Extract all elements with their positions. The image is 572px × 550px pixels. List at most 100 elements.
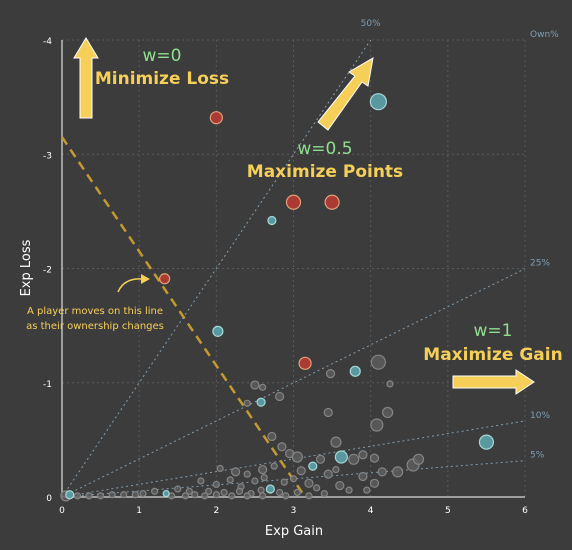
note-line-1: A player moves on this line xyxy=(27,306,163,317)
teal-data-point xyxy=(334,450,348,464)
note-line-2: as their ownership changes xyxy=(26,321,164,332)
x-axis-title: Exp Gain xyxy=(265,524,323,539)
gray-data-point xyxy=(291,451,303,463)
gray-data-point xyxy=(313,484,321,492)
gray-data-point xyxy=(358,471,368,482)
gray-data-point xyxy=(250,380,260,390)
gray-data-point xyxy=(304,478,314,488)
teal-data-point xyxy=(349,365,361,377)
arrow-right-icon xyxy=(452,369,535,395)
teal-data-point xyxy=(65,490,75,500)
ownership-line-label: 5% xyxy=(530,451,545,461)
gray-data-point xyxy=(96,492,105,500)
gray-data-point xyxy=(231,467,241,477)
teal-data-point xyxy=(162,489,170,498)
arrow-diagonal-icon xyxy=(317,57,374,131)
gray-data-point xyxy=(120,491,128,499)
ownership-lines: 50% 25% 10% 5% xyxy=(61,19,550,498)
tick-labels: 0 1 2 3 4 5 6 0 -1 -2 -3 -4 xyxy=(43,37,528,516)
gray-data-point xyxy=(280,478,288,486)
gray-data-point xyxy=(289,475,298,483)
note-arrow-icon xyxy=(117,274,150,293)
gray-data-point xyxy=(332,465,340,474)
ownership-header: Own% xyxy=(530,30,559,40)
red-data-point xyxy=(159,273,171,285)
gray-data-point xyxy=(363,486,371,494)
gray-data-point xyxy=(216,464,224,473)
gray-data-point xyxy=(220,488,228,497)
gray-data-point xyxy=(293,488,301,497)
gray-data-point xyxy=(276,488,284,497)
gray-data-point xyxy=(226,476,234,484)
teal-data-point xyxy=(369,93,387,111)
gray-data-point xyxy=(212,491,220,499)
grid xyxy=(62,39,526,497)
gray-data-point xyxy=(251,477,259,485)
gray-data-point xyxy=(243,470,251,478)
gray-data-point xyxy=(412,453,425,465)
gray-data-point xyxy=(370,418,384,432)
gray-data-point xyxy=(382,406,394,419)
y-tick-label: -1 xyxy=(43,380,52,390)
data-points xyxy=(60,93,495,502)
axes xyxy=(61,40,525,498)
gray-data-point xyxy=(345,486,353,494)
gray-data-point xyxy=(151,487,159,495)
gray-data-point xyxy=(386,380,394,388)
gray-data-point xyxy=(212,480,220,489)
gray-data-point xyxy=(197,477,205,485)
teal-data-point xyxy=(308,461,318,471)
weight-label-w1: w=1 xyxy=(474,321,513,341)
objective-label-minimize-loss: Minimize Loss xyxy=(95,69,229,89)
ownership-line-label: 10% xyxy=(530,411,550,421)
weight-label-w05: w=0.5 xyxy=(297,139,352,159)
gray-data-point xyxy=(191,491,199,499)
gray-data-point xyxy=(270,462,278,470)
ownership-move-line xyxy=(60,136,307,498)
gray-data-point xyxy=(369,453,380,463)
gray-data-point xyxy=(267,431,277,442)
gray-data-point xyxy=(275,391,285,402)
x-tick-label: 2 xyxy=(213,506,219,516)
teal-data-point xyxy=(267,215,277,226)
red-data-point xyxy=(324,194,340,210)
gray-data-point xyxy=(139,489,147,498)
gray-data-point xyxy=(335,480,345,491)
gray-data-point xyxy=(73,492,82,500)
gray-data-point xyxy=(305,492,313,500)
gray-data-point xyxy=(259,383,267,391)
gray-data-point xyxy=(369,478,380,488)
y-axis-title: Exp Loss xyxy=(19,239,34,296)
gray-data-point xyxy=(370,354,386,370)
gray-data-point xyxy=(358,450,368,460)
red-data-point xyxy=(209,111,223,125)
red-data-point xyxy=(285,194,302,210)
x-tick-label: 0 xyxy=(59,506,65,516)
ownership-line-label: 50% xyxy=(361,19,381,29)
objective-label-maximize-gain: Maximize Gain xyxy=(423,345,562,365)
gray-data-point xyxy=(201,492,209,500)
gray-data-point xyxy=(377,467,387,477)
red-data-point xyxy=(298,356,312,370)
gray-data-point xyxy=(235,487,244,495)
x-tick-label: 5 xyxy=(445,506,451,516)
gray-data-point xyxy=(325,369,336,379)
y-tick-label: -3 xyxy=(43,151,52,161)
gray-data-point xyxy=(260,473,268,482)
arrow-up-icon xyxy=(73,37,99,119)
gray-data-point xyxy=(257,486,265,494)
gray-data-point xyxy=(282,492,290,500)
gray-data-point xyxy=(205,487,213,495)
objective-label-maximize-points: Maximize Points xyxy=(247,162,403,182)
x-tick-label: 6 xyxy=(522,506,528,516)
gray-data-point xyxy=(330,436,342,448)
y-tick-label: -4 xyxy=(43,37,52,47)
teal-data-point xyxy=(478,434,495,450)
gray-data-point xyxy=(174,485,182,493)
gray-data-point xyxy=(259,492,267,500)
x-tick-label: 4 xyxy=(368,506,374,516)
gray-data-point xyxy=(320,489,328,498)
gray-data-point xyxy=(185,487,193,495)
gray-data-point xyxy=(243,399,251,407)
